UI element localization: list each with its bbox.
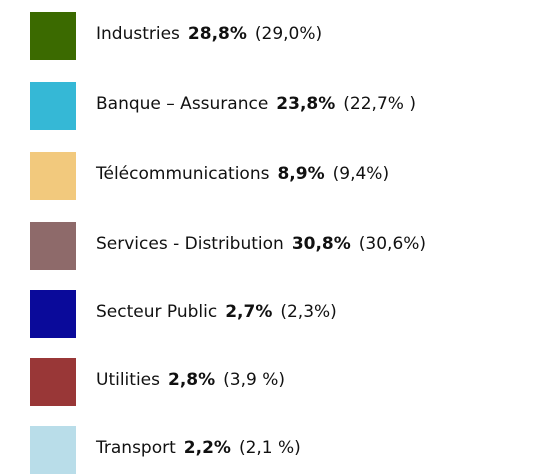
previous: (30,6%) bbox=[358, 234, 427, 254]
swatch bbox=[30, 152, 76, 200]
previous: (22,7% ) bbox=[343, 94, 416, 114]
label: Secteur Public bbox=[96, 302, 218, 322]
swatch bbox=[30, 82, 76, 130]
share: 2,2% bbox=[183, 438, 231, 458]
legend-text: Banque – Assurance 23,8% (22,7% ) bbox=[96, 94, 416, 114]
legend-row: Utilities 2,8% (3,9 %) bbox=[0, 358, 541, 406]
legend-text: Industries 28,8% (29,0%) bbox=[96, 24, 322, 44]
legend-text: Secteur Public 2,7% (2,3%) bbox=[96, 302, 337, 322]
label: Télécommunications bbox=[96, 164, 270, 184]
share: 2,7% bbox=[225, 302, 273, 322]
label: Banque – Assurance bbox=[96, 94, 269, 114]
legend-row: Secteur Public 2,7% (2,3%) bbox=[0, 290, 541, 338]
legend-row: Services - Distribution 30,8% (30,6%) bbox=[0, 222, 541, 270]
legend-text: Transport 2,2% (2,1 %) bbox=[96, 438, 301, 458]
swatch bbox=[30, 222, 76, 270]
legend-text: Services - Distribution 30,8% (30,6%) bbox=[96, 234, 426, 254]
legend-row: Transport 2,2% (2,1 %) bbox=[0, 426, 541, 474]
previous: (9,4%) bbox=[332, 164, 390, 184]
legend-text: Télécommunications 8,9% (9,4%) bbox=[96, 164, 389, 184]
share: 23,8% bbox=[276, 94, 336, 114]
previous: (2,3%) bbox=[280, 302, 337, 322]
swatch bbox=[30, 358, 76, 406]
label: Utilities bbox=[96, 370, 160, 390]
legend-row: Télécommunications 8,9% (9,4%) bbox=[0, 152, 541, 200]
swatch bbox=[30, 426, 76, 474]
swatch bbox=[30, 290, 76, 338]
previous: (2,1 %) bbox=[238, 438, 301, 458]
previous: (3,9 %) bbox=[223, 370, 285, 390]
label: Transport bbox=[96, 438, 176, 458]
share: 2,8% bbox=[167, 370, 216, 390]
share: 28,8% bbox=[187, 24, 247, 44]
label: Services - Distribution bbox=[96, 234, 284, 254]
label: Industries bbox=[96, 24, 180, 44]
share: 8,9% bbox=[277, 164, 325, 184]
swatch bbox=[30, 12, 76, 60]
legend-text: Utilities 2,8% (3,9 %) bbox=[96, 370, 285, 390]
legend-row: Industries 28,8% (29,0%) bbox=[0, 12, 541, 60]
share: 30,8% bbox=[291, 234, 351, 254]
previous: (29,0%) bbox=[254, 24, 323, 44]
legend-row: Banque – Assurance 23,8% (22,7% ) bbox=[0, 82, 541, 130]
